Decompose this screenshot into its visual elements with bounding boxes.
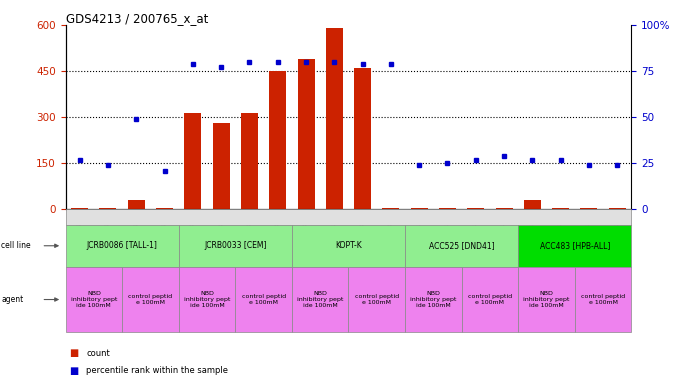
Text: JCRB0033 [CEM]: JCRB0033 [CEM] — [204, 241, 266, 250]
Text: ■: ■ — [69, 348, 78, 358]
Bar — [552, 208, 569, 209]
Bar — [382, 208, 400, 209]
Bar — [156, 208, 173, 209]
Text: NBD
inhibitory pept
ide 100mM: NBD inhibitory pept ide 100mM — [410, 291, 457, 308]
Bar — [580, 208, 598, 209]
Bar — [439, 208, 456, 209]
Bar — [241, 113, 258, 209]
Bar — [326, 28, 343, 209]
Text: agent: agent — [1, 295, 23, 304]
Bar — [495, 208, 513, 209]
Bar — [467, 208, 484, 209]
Bar — [609, 208, 626, 209]
Text: percentile rank within the sample: percentile rank within the sample — [86, 366, 228, 375]
Bar — [213, 123, 230, 209]
Text: JCRB0086 [TALL-1]: JCRB0086 [TALL-1] — [87, 241, 157, 250]
Text: control peptid
e 100mM: control peptid e 100mM — [581, 294, 625, 305]
Text: ACC525 [DND41]: ACC525 [DND41] — [428, 241, 495, 250]
Text: NBD
inhibitory pept
ide 100mM: NBD inhibitory pept ide 100mM — [297, 291, 344, 308]
Text: GDS4213 / 200765_x_at: GDS4213 / 200765_x_at — [66, 12, 208, 25]
Text: ■: ■ — [69, 366, 78, 376]
Text: count: count — [86, 349, 110, 358]
Bar — [354, 68, 371, 209]
Bar — [269, 71, 286, 209]
Text: NBD
inhibitory pept
ide 100mM: NBD inhibitory pept ide 100mM — [70, 291, 117, 308]
Text: control peptid
e 100mM: control peptid e 100mM — [241, 294, 286, 305]
Bar — [128, 200, 145, 209]
Text: ACC483 [HPB-ALL]: ACC483 [HPB-ALL] — [540, 241, 610, 250]
Text: control peptid
e 100mM: control peptid e 100mM — [355, 294, 399, 305]
Text: NBD
inhibitory pept
ide 100mM: NBD inhibitory pept ide 100mM — [523, 291, 570, 308]
Bar — [184, 113, 201, 209]
Text: control peptid
e 100mM: control peptid e 100mM — [128, 294, 172, 305]
Bar — [71, 208, 88, 209]
Text: control peptid
e 100mM: control peptid e 100mM — [468, 294, 512, 305]
Text: KOPT-K: KOPT-K — [335, 241, 362, 250]
Bar — [297, 59, 315, 209]
Text: NBD
inhibitory pept
ide 100mM: NBD inhibitory pept ide 100mM — [184, 291, 230, 308]
Bar — [411, 208, 428, 209]
Text: cell line: cell line — [1, 241, 31, 250]
Bar — [524, 200, 541, 209]
Bar — [99, 208, 117, 209]
